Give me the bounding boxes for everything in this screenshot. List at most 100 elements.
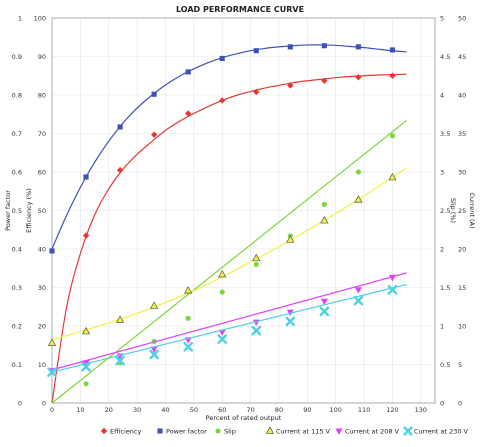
data-point-current-at-230-v-stroke [149,349,159,360]
data-point-power-factor [355,44,361,50]
data-point-current-at-230-v [251,325,262,336]
data-point-current-at-230-v [285,316,296,327]
y-tick-label-current: 25 [458,207,466,215]
data-point-current-at-115-v [388,172,397,181]
y-tick-label-efficiency: 80 [38,92,46,100]
data-point-efficiency [287,82,294,89]
data-point-current-at-230-v-stroke [47,367,57,377]
series-current-at-230-v [47,283,407,377]
data-point-current-at-115-v [81,326,91,335]
y-tick-label-power-factor: 0.1 [12,361,22,369]
y-tick-label-efficiency: 90 [38,53,46,61]
legend: Efficiency Power factor Slip Current at 115… [100,426,469,436]
y-tick-label-current: 50 [458,15,466,23]
grid [52,18,435,403]
data-point-slip [253,261,259,267]
legend-marker-current-at-208-v [335,428,343,435]
y-axis-label-current: Current (A) [468,193,476,229]
y-tick-label-slip: 4 [440,92,444,100]
y-tick-label-current: 35 [458,130,466,138]
data-point-efficiency [82,232,90,239]
y-tick-label-slip: 1 [440,323,444,331]
y-tick-label-current: 40 [458,92,466,100]
x-tick-label: 40 [161,406,169,414]
y-tick-label-current: 45 [458,53,466,61]
data-point-power-factor [287,44,293,50]
x-tick-label: 0 [50,406,54,414]
data-point-current-at-230-v-stroke [183,341,193,352]
series-efficiency [51,72,407,404]
series-line-power-factor [51,44,407,250]
x-tick-label: 120 [386,406,398,414]
legend-item-efficiency: Efficiency [100,427,141,436]
data-point-current-at-115-v [47,338,57,346]
x-tick-label: 90 [303,406,311,414]
legend-marker-current-at-230-v [403,426,413,436]
data-point-current-at-115-v [184,286,193,294]
y-tick-label-power-factor: 0 [18,400,22,408]
data-point-current-at-208-v [150,346,158,353]
legend-marker-current-at-115-v [265,426,275,434]
data-point-current-at-230-v [47,367,57,377]
x-tick-label: 50 [190,406,198,414]
x-axis-label: Percent of rated output [206,414,282,422]
data-point-current-at-230-v [217,334,228,344]
data-point-efficiency [253,88,260,96]
chart-title: LOAD PERFORMANCE CURVE [176,5,304,14]
x-tick-label: 30 [133,406,141,414]
data-point-current-at-230-v-stroke [251,325,262,336]
data-point-current-at-115-v [218,269,227,278]
data-point-slip [219,289,225,295]
y-tick-label-efficiency: 70 [38,130,46,138]
data-point-power-factor [117,124,123,130]
data-point-power-factor [185,69,191,75]
x-tick-label: 60 [218,406,226,414]
y-tick-label-current: 15 [458,284,466,292]
data-point-current-at-115-v [286,235,295,243]
data-point-current-at-230-v [183,341,193,352]
series-current-at-115-v [47,167,407,346]
legend-label: Current at 208 V [345,428,400,436]
legend-marker-slip [215,428,221,434]
legend-label: Slip [224,428,236,436]
data-point-slip [185,315,191,321]
data-point-current-at-230-v [353,295,364,306]
y-tick-label-power-factor: 0.3 [12,284,22,292]
y-tick-label-efficiency: 40 [38,246,46,254]
series-line-current-at-208-v [51,272,407,371]
y-tick-label-power-factor: 0.2 [12,323,22,331]
y-tick-label-current: 0 [458,400,462,408]
y-tick-label-efficiency: 100 [34,15,46,23]
x-tick-label: 110 [358,406,370,414]
data-point-efficiency [355,74,362,81]
series-slip [51,119,408,404]
axis-labels: Percent of rated output Power factor Eff… [4,188,476,422]
y-axis-label-slip: Slip (%) [449,198,457,223]
y-tick-label-slip: 1.5 [440,284,450,292]
data-point-power-factor [83,174,89,180]
series-line-current-at-230-v [51,283,407,373]
data-point-slip [83,381,89,387]
y-tick-label-efficiency: 30 [38,284,46,292]
legend-marker-efficiency [100,427,108,435]
x-tick-label: 130 [415,406,427,414]
legend-label: Current at 230 V [414,428,469,436]
y-axis-label-power-factor: Power factor [4,190,12,231]
y-tick-label-power-factor: 0.5 [12,207,22,215]
y-tick-label-efficiency: 10 [38,361,46,369]
data-point-current-at-115-v [150,301,159,309]
series-line-efficiency [51,73,407,404]
x-tick-label: 100 [329,406,341,414]
legend-item-current-at-115-v: Current at 115 V [265,426,331,436]
data-point-power-factor [389,47,396,53]
y-tick-label-current: 5 [458,361,462,369]
y-tick-label-slip: 2 [440,246,444,254]
data-point-power-factor [49,248,55,254]
y-tick-label-power-factor: 0.8 [12,92,22,100]
data-point-current-at-115-v [354,195,363,203]
data-point-current-at-208-v [388,274,396,282]
data-point-slip [389,133,396,139]
y-tick-label-slip: 3 [440,169,444,177]
data-point-slip [321,201,327,207]
